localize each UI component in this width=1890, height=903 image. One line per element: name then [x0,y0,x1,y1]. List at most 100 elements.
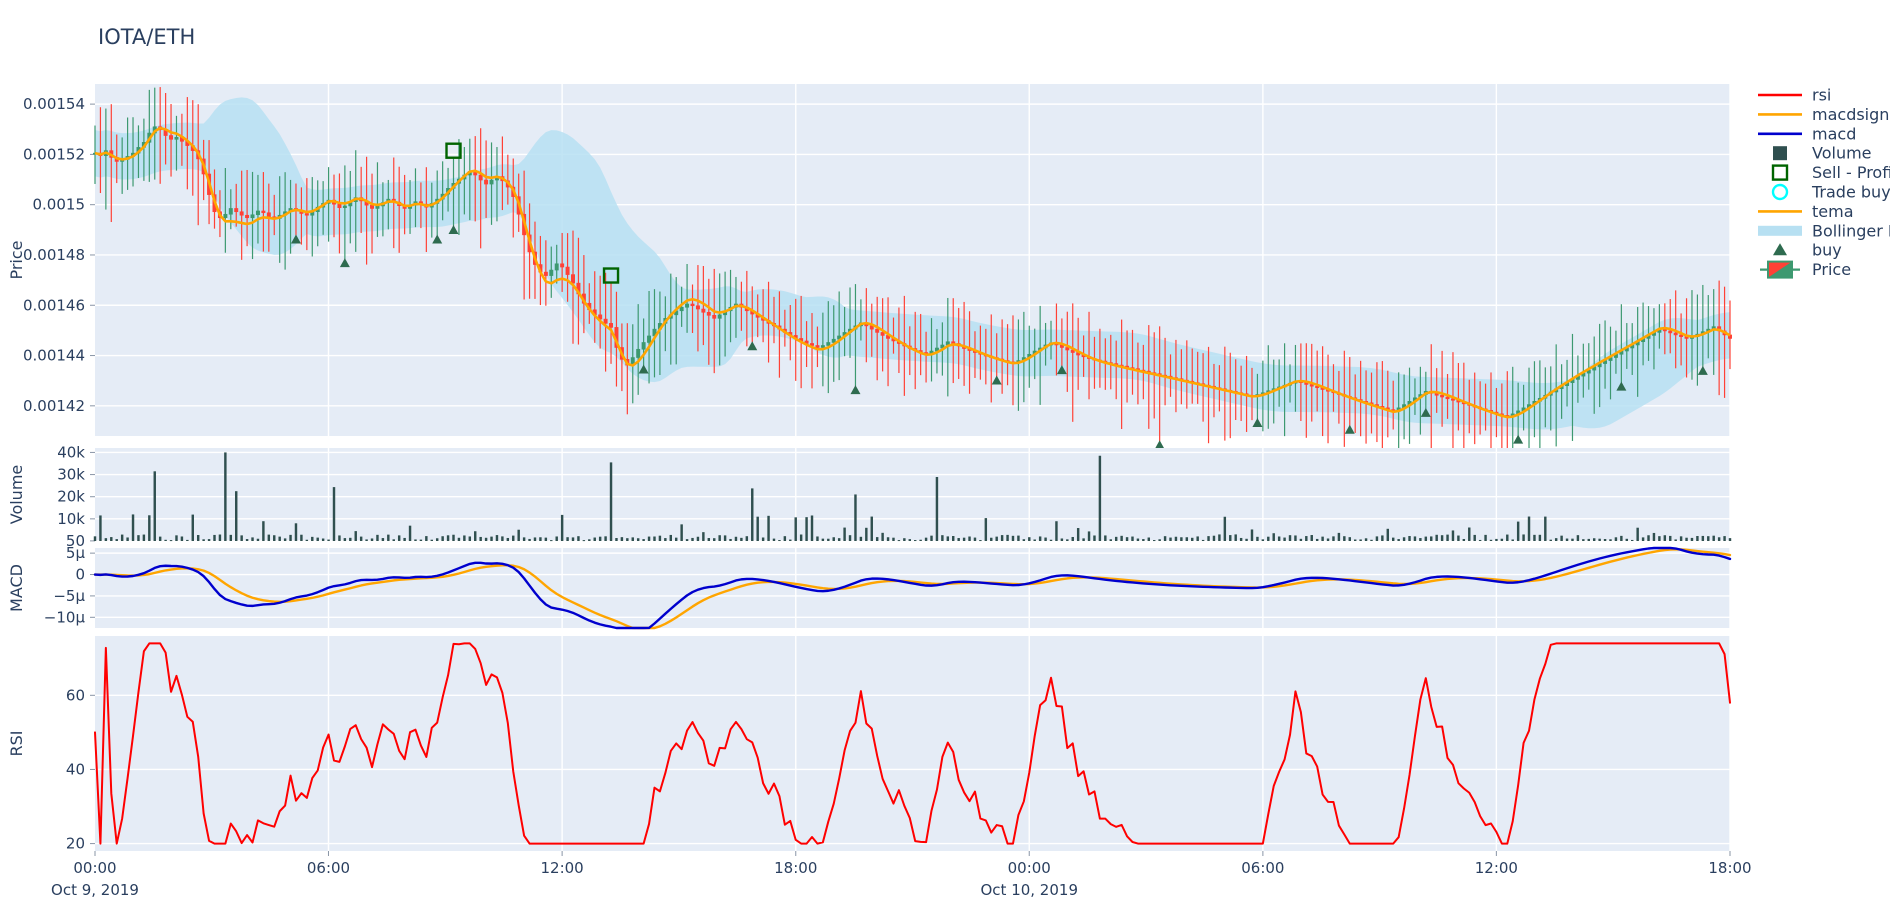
volume-bar [1598,538,1601,541]
buy-marker[interactable] [1056,365,1067,375]
legend-item-bollinger-band[interactable]: Bollinger Band [1758,221,1890,240]
volume-bar [1723,536,1726,541]
volume-bar [772,538,776,541]
buy-marker[interactable] [747,341,758,351]
sell-profit-marker[interactable] [602,267,620,284]
volume-bar [1500,538,1504,541]
legend-item-trade-buy[interactable]: Trade buy [1771,183,1890,202]
volume-bar [1402,537,1406,541]
candle-body [342,205,347,209]
buy-marker[interactable] [638,364,649,374]
volume-bar [1191,537,1194,541]
buy-marker[interactable] [1344,424,1355,434]
volume-bar [283,538,287,541]
legend-item-tema[interactable]: tema [1758,202,1854,221]
volume-bar [104,538,108,541]
buy-marker[interactable] [290,234,301,244]
candle-body [370,204,375,209]
volume-bar [1201,539,1205,541]
volume-bar [799,534,803,541]
buy-marker[interactable] [1252,417,1263,427]
sell-profit-marker[interactable] [445,142,462,159]
buy-marker[interactable] [1154,440,1165,450]
volume-bar [1473,534,1476,541]
rsi-line [94,642,1731,845]
volume-bar [1565,538,1569,541]
volume-bar [1663,535,1667,541]
volume-bar [1006,534,1009,541]
volume-bar [1392,537,1395,541]
plot-area-macd[interactable] [95,548,1730,628]
buy-marker[interactable] [339,258,350,268]
volume-bar [577,536,580,541]
plot-area-volume[interactable] [95,448,1730,541]
buy-marker[interactable] [1697,365,1708,375]
ytick-label: 10k [57,510,85,528]
plot-area-rsi[interactable] [95,636,1730,851]
volume-bar [267,534,271,541]
volume-bar [1685,537,1688,541]
sell-profit-markers[interactable] [445,142,620,284]
volume-bar [1381,535,1384,541]
volume-bar [370,538,374,541]
volume-bar [1669,535,1672,541]
volume-bar [588,539,591,541]
volume-bar [598,536,602,541]
xtick-label: 06:00 [307,859,350,877]
panel-macd: 5µ 0 −5µ −10µ MACD [7,544,1732,630]
volume-bars[interactable] [93,452,1732,542]
ytick-label: −5µ [53,587,85,605]
buy-marker[interactable] [432,234,443,244]
volume-bar [761,537,765,541]
buy-marker[interactable] [1513,434,1524,444]
volume-bar [1527,516,1531,541]
volume-bar [224,452,227,541]
volume-bar [305,539,309,541]
legend-item-volume[interactable]: Volume [1773,144,1872,163]
buy-markers[interactable] [290,225,1708,450]
legend-item-rsi[interactable]: rsi [1758,86,1831,105]
volume-bar [941,535,944,541]
volume-bar [1522,534,1525,541]
buy-marker[interactable] [1616,381,1627,391]
xaxis-day-label: Oct 9, 2019 [51,881,139,899]
volume-bar [1028,537,1031,541]
legend-item-macd[interactable]: macd [1758,124,1856,143]
volume-bar [1712,535,1715,541]
volume-bar [789,539,792,541]
volume-bar [1076,528,1080,541]
volume-bar [1413,536,1417,541]
buy-marker[interactable] [991,375,1002,385]
volume-bar [148,515,151,541]
volume-bar [256,538,260,541]
volume-bar [1131,536,1134,541]
legend-item-buy[interactable]: buy [1773,241,1842,260]
xtick-label: 00:00 [73,859,116,877]
buy-marker[interactable] [448,225,459,235]
volume-bar [865,527,868,541]
buy-marker[interactable] [1420,407,1431,417]
volume-bar [397,535,401,541]
legend-item-price[interactable]: Price [1760,260,1851,279]
candle-body [679,306,684,312]
volume-bar [1310,535,1313,541]
volume-bar [1174,536,1178,541]
plot-area-price[interactable] [95,84,1730,436]
legend[interactable]: rsimacdsignalmacdVolumeSell - ProfitTrad… [1758,86,1890,280]
volume-bar [1506,534,1509,541]
volume-bar [110,537,113,541]
volume-bar [1332,536,1335,541]
volume-bar [490,536,493,541]
legend-item-sell-profit[interactable]: Sell - Profit [1771,163,1890,182]
buy-marker[interactable] [850,385,861,395]
volume-bar [1169,537,1172,541]
volume-bar [294,523,298,541]
volume-bar [816,536,819,541]
legend-item-macdsignal[interactable]: macdsignal [1758,105,1890,124]
volume-bar [1397,539,1400,541]
candle-body [820,345,825,348]
volume-bar [245,539,249,541]
candle-body [1445,396,1450,400]
